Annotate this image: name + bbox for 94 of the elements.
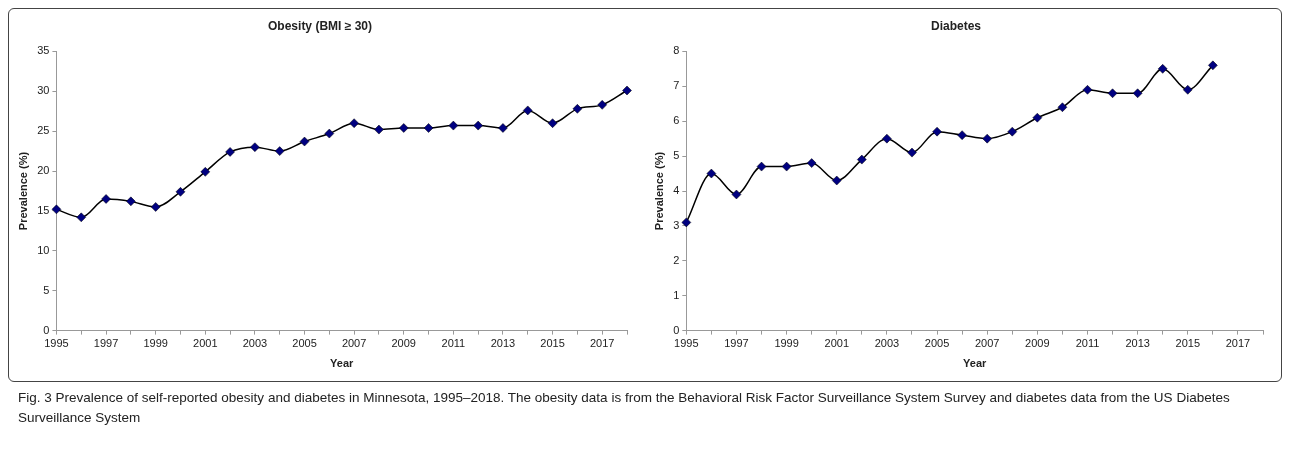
point [101, 194, 111, 204]
point [473, 120, 483, 131]
x-tick-label: 2007 [341, 337, 367, 350]
point [907, 147, 917, 158]
point [597, 100, 607, 110]
x-tick-label: 2003 [242, 337, 268, 350]
x-tick-label: 2005 [292, 337, 317, 350]
point [324, 128, 335, 139]
point [1208, 60, 1218, 71]
y-tick-label: 6 [673, 114, 680, 127]
point [1183, 85, 1193, 95]
x-tick-label: 2015 [1175, 337, 1201, 350]
x-tick-label: 2009 [391, 337, 416, 350]
point [498, 123, 508, 133]
x-tick-label: 2001 [193, 337, 218, 350]
y-axis-title: Prevalence (%) [16, 151, 29, 231]
x-tick-label: 1995 [44, 337, 69, 350]
point [1107, 88, 1118, 99]
point [523, 105, 533, 116]
y-tick-label: 25 [37, 124, 50, 137]
point [126, 196, 136, 207]
x-tick-label: 2007 [974, 337, 1000, 350]
point [882, 133, 892, 144]
point [832, 175, 842, 186]
point [572, 104, 583, 114]
y-tick-label: 10 [37, 243, 50, 256]
x-tick-label: 2009 [1025, 337, 1050, 350]
point [225, 147, 235, 157]
point [200, 167, 211, 177]
y-tick-label: 0 [43, 323, 50, 336]
x-tick-label: 2011 [1075, 337, 1100, 350]
point [1032, 112, 1043, 123]
point [706, 168, 717, 179]
point [932, 126, 942, 137]
y-tick-label: 15 [37, 203, 50, 216]
y-tick-label: 4 [673, 184, 680, 197]
chart-title: Diabetes [930, 18, 982, 33]
point [299, 136, 310, 147]
y-tick-label: 2 [673, 253, 680, 266]
y-tick-label: 7 [673, 79, 680, 92]
y-tick-label: 0 [673, 323, 680, 336]
point [1082, 85, 1093, 95]
point [1132, 88, 1143, 99]
y-tick-label: 20 [37, 164, 50, 177]
x-tick-label: 2005 [924, 337, 950, 350]
x-tick-label: 2017 [1225, 337, 1251, 350]
point [398, 123, 409, 133]
point [857, 154, 867, 165]
x-tick-label: 2011 [441, 337, 466, 350]
y-tick-label: 3 [673, 218, 680, 231]
point [1007, 126, 1018, 137]
x-tick-label: 1997 [724, 337, 749, 350]
y-axis-title: Prevalence (%) [652, 151, 665, 231]
point [175, 187, 186, 197]
point [76, 212, 86, 223]
x-tick-label: 2001 [824, 337, 849, 350]
y-tick-label: 35 [37, 44, 50, 57]
point [957, 130, 967, 140]
point [547, 118, 558, 128]
y-tick-label: 8 [673, 44, 680, 57]
caption: Fig. 3 Prevalence of self-reported obesity and diabetes in Minnesota, 1995–2018. The obesity data is from the Behavioral Risk Factor Surveillance System Survey and diabetes data from the US Diabetes Surveillance System [17, 389, 1231, 427]
y-tick-label: 5 [43, 283, 50, 296]
point [731, 189, 742, 200]
x-tick-label: 1999 [143, 337, 168, 350]
point [150, 202, 161, 212]
x-tick-label: 1995 [674, 337, 699, 350]
point [1057, 102, 1068, 112]
point [1157, 64, 1168, 74]
chart-title: Obesity (BMI ≥ 30) [268, 18, 372, 33]
point [423, 123, 434, 133]
point [681, 217, 692, 228]
point [622, 85, 632, 96]
point [781, 161, 792, 172]
point [349, 118, 359, 128]
point [448, 120, 459, 131]
x-tick-label: 1997 [93, 337, 119, 350]
x-tick-label: 2013 [1125, 337, 1150, 350]
x-axis-title: Year [330, 357, 355, 370]
x-tick-label: 2017 [589, 337, 615, 350]
x-tick-label: 2003 [874, 337, 900, 350]
x-tick-label: 2015 [540, 337, 565, 350]
y-tick-label: 1 [673, 288, 680, 301]
x-tick-label: 2013 [490, 337, 516, 350]
point [982, 133, 992, 144]
point [756, 161, 767, 172]
point [274, 146, 285, 156]
point [806, 158, 817, 168]
y-tick-label: 5 [673, 149, 680, 162]
point [374, 124, 384, 135]
point [250, 142, 260, 152]
x-tick-label: 1999 [774, 337, 799, 350]
y-tick-label: 30 [37, 84, 50, 97]
point [51, 204, 62, 215]
x-axis-title: Year [963, 357, 987, 370]
